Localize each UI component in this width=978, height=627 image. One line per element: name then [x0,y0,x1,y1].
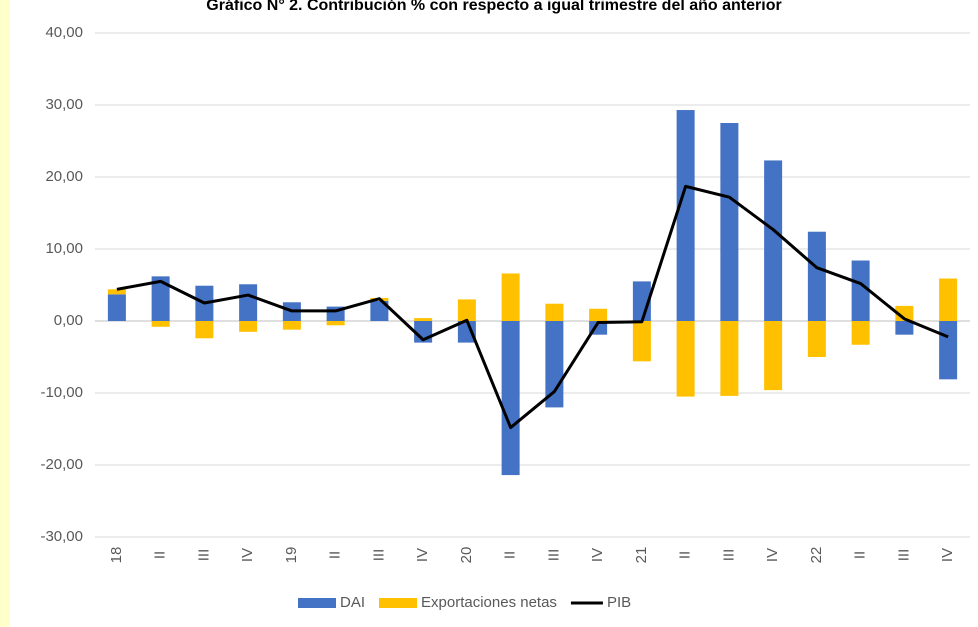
bar [151,321,170,327]
bar [720,123,739,321]
bar [457,299,476,321]
bar [720,321,739,396]
bar [807,321,826,357]
legend-swatch [298,598,336,608]
bar [764,321,783,391]
bar [282,321,301,330]
bar [589,308,608,321]
y-tick-label: 20,00 [45,168,83,185]
x-tick-label: III [720,549,737,562]
bar [676,110,695,321]
x-tick-label: 18 [108,547,125,564]
y-tick-label: 0,00 [54,312,83,329]
bar [764,160,783,321]
x-tick-label: III [370,549,387,562]
legend-label: PIB [607,594,631,611]
bar [151,276,170,321]
legend-label: DAI [340,594,365,611]
bar [807,231,826,321]
legend-label: Exportaciones netas [421,594,557,611]
bar [939,278,958,321]
x-tick-label: IV [239,548,256,562]
x-tick-label: III [195,549,212,562]
x-tick-label: IV [414,548,431,562]
bar [545,321,564,408]
y-tick-label: 10,00 [45,240,83,257]
x-tick-label: IV [764,548,781,562]
bar [939,321,958,380]
y-tick-label: 40,00 [45,24,83,41]
bar [545,303,564,321]
x-tick-label: III [545,549,562,562]
line [116,184,949,430]
x-tick-label: II [502,551,519,559]
bar [414,318,433,321]
x-tick-label: 19 [283,547,300,564]
bar [676,321,695,397]
x-tick-label: II [327,551,344,559]
bar [851,321,870,345]
legend-swatch [379,598,418,608]
bar [239,321,258,332]
x-tick-label: 22 [808,547,825,564]
y-tick-label: -10,00 [40,384,83,401]
x-tick-label: 20 [458,547,475,564]
bar [501,273,520,321]
bar [370,300,389,321]
x-tick-label: IV [939,548,956,562]
y-tick-label: -30,00 [40,528,83,545]
bar [107,289,126,295]
x-tick-label: III [895,549,912,562]
bar [107,294,126,321]
x-tick-label: 21 [633,547,650,564]
bar [457,321,476,343]
bar [326,321,345,326]
x-tick-label: II [152,551,169,559]
bar [195,321,214,339]
bar [895,321,914,335]
x-tick-label: II [852,551,869,559]
bar [632,321,651,362]
bar [239,284,258,321]
chart-title: Gráfico N° 2. Contribución % con respect… [206,0,781,14]
bar [501,321,520,476]
x-tick-label: IV [589,548,606,562]
x-tick-label: II [677,551,694,559]
y-tick-label: 30,00 [45,96,83,113]
bar [851,260,870,321]
bar [895,305,914,321]
y-tick-label: -20,00 [40,456,83,473]
